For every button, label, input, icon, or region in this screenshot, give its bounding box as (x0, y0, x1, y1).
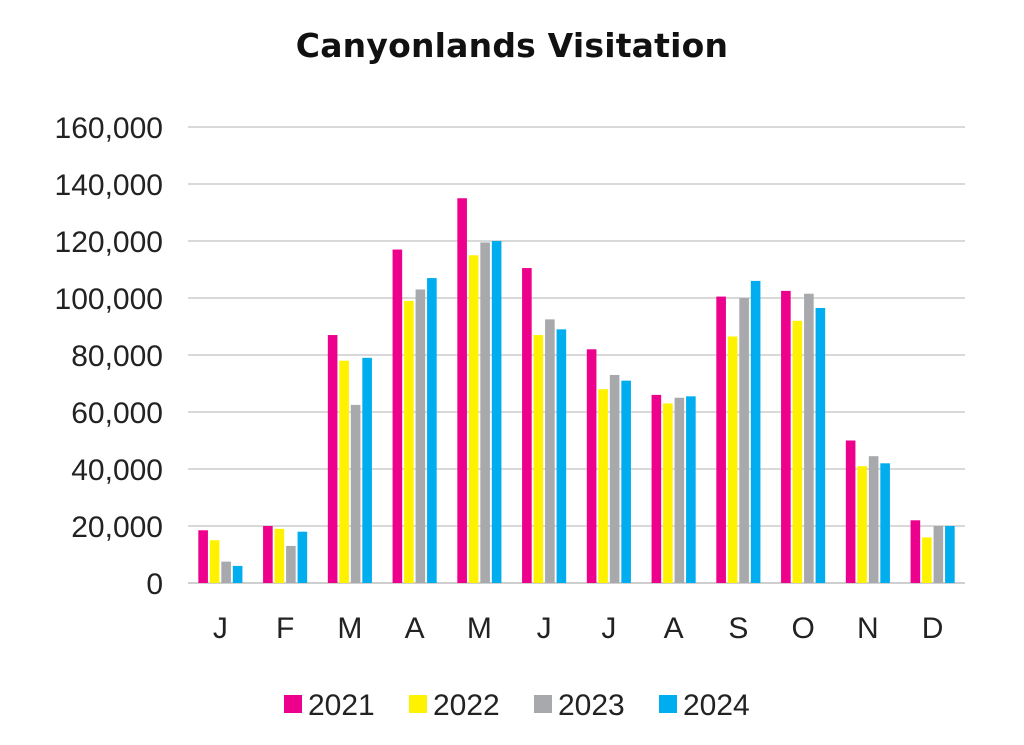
bars-layer (198, 198, 955, 584)
bar-2024-8 (686, 396, 696, 583)
x-tick-label: S (728, 612, 748, 645)
y-tick-label: 80,000 (71, 340, 163, 373)
bar-2024-9 (750, 280, 761, 583)
legend-label: 2024 (683, 689, 750, 722)
x-tick-label: A (664, 612, 684, 645)
bar-2021-7 (586, 349, 597, 583)
bar-2023-11 (868, 456, 879, 583)
chart-title: Canyonlands Visitation (295, 26, 729, 65)
bar-2021-3 (327, 335, 338, 583)
x-tick-label: M (337, 612, 362, 645)
y-tick-label: 40,000 (71, 454, 163, 487)
bar-2023-3 (350, 404, 361, 583)
bar-2021-4 (392, 249, 403, 584)
legend-label: 2023 (558, 689, 625, 722)
bar-2023-1 (221, 561, 231, 583)
bar-2023-2 (286, 545, 296, 583)
y-tick-label: 120,000 (55, 226, 163, 259)
legend-swatch (659, 695, 677, 713)
bar-2024-5 (491, 241, 502, 583)
bar-2024-4 (427, 278, 437, 583)
x-tick-label: D (922, 612, 944, 645)
bar-2023-7 (609, 374, 620, 583)
bar-2022-7 (598, 389, 608, 583)
y-tick-label: 140,000 (55, 169, 163, 202)
bar-2022-5 (468, 255, 479, 583)
legend-item-2021: 2021 (284, 689, 375, 722)
x-tick-label: A (405, 612, 425, 645)
bar-2024-1 (232, 565, 243, 583)
bar-2022-8 (663, 403, 673, 583)
legend-swatch (534, 695, 552, 713)
x-tick-label: M (467, 612, 492, 645)
y-tick-label: 0 (146, 568, 163, 601)
x-tick-label: N (857, 612, 879, 645)
bar-2023-6 (545, 319, 555, 583)
bar-2021-9 (716, 296, 726, 583)
legend: 2021 2022 2023 2024 (284, 689, 750, 722)
bar-2022-1 (209, 540, 220, 583)
bar-2024-2 (297, 531, 308, 583)
bar-2023-5 (480, 242, 490, 584)
bar-2022-4 (404, 300, 414, 583)
bar-2024-10 (815, 307, 826, 583)
legend-item-2023: 2023 (534, 689, 625, 722)
bar-2021-8 (651, 394, 662, 583)
x-tick-label: J (213, 612, 228, 645)
legend-swatch (284, 695, 302, 713)
bar-2021-1 (198, 530, 208, 583)
bar-2022-3 (339, 360, 349, 583)
legend-item-2022: 2022 (409, 689, 500, 722)
bar-2023-8 (674, 397, 685, 583)
x-tick-label: F (276, 612, 294, 645)
bar-2022-11 (857, 466, 867, 583)
bar-2024-6 (556, 329, 567, 583)
x-tick-label: O (791, 612, 814, 645)
grid-layer (188, 126, 965, 584)
bar-2023-9 (739, 298, 749, 583)
bar-2023-4 (415, 289, 426, 583)
x-tick-label: J (537, 612, 552, 645)
bar-2024-12 (945, 526, 955, 583)
bar-2022-2 (274, 528, 285, 583)
bar-2021-5 (457, 198, 467, 583)
legend-label: 2022 (433, 689, 500, 722)
y-tick-label: 60,000 (71, 397, 163, 430)
bar-2024-7 (621, 380, 631, 583)
legend-label: 2021 (308, 689, 375, 722)
bar-2021-10 (781, 290, 791, 583)
x-tick-label: J (601, 612, 616, 645)
bar-2022-6 (533, 335, 544, 583)
bar-2023-12 (933, 526, 944, 583)
bar-2021-6 (522, 268, 532, 583)
bar-2021-12 (910, 520, 921, 583)
bar-2023-10 (804, 293, 814, 583)
legend-swatch (409, 695, 427, 713)
bar-2022-10 (792, 320, 803, 583)
bar-2021-2 (263, 526, 273, 583)
bar-2022-12 (922, 537, 932, 583)
bar-2024-3 (362, 357, 372, 583)
bar-2022-9 (727, 336, 738, 583)
y-tick-label: 160,000 (55, 112, 163, 145)
axis-layer: 0 20,000 40,000 60,000 80,000 100,000 120,000 1… (55, 112, 944, 645)
legend-item-2024: 2024 (659, 689, 750, 722)
bar-2024-11 (880, 463, 890, 583)
y-tick-label: 100,000 (55, 283, 163, 316)
y-tick-label: 20,000 (71, 511, 163, 544)
bar-2021-11 (845, 440, 856, 583)
